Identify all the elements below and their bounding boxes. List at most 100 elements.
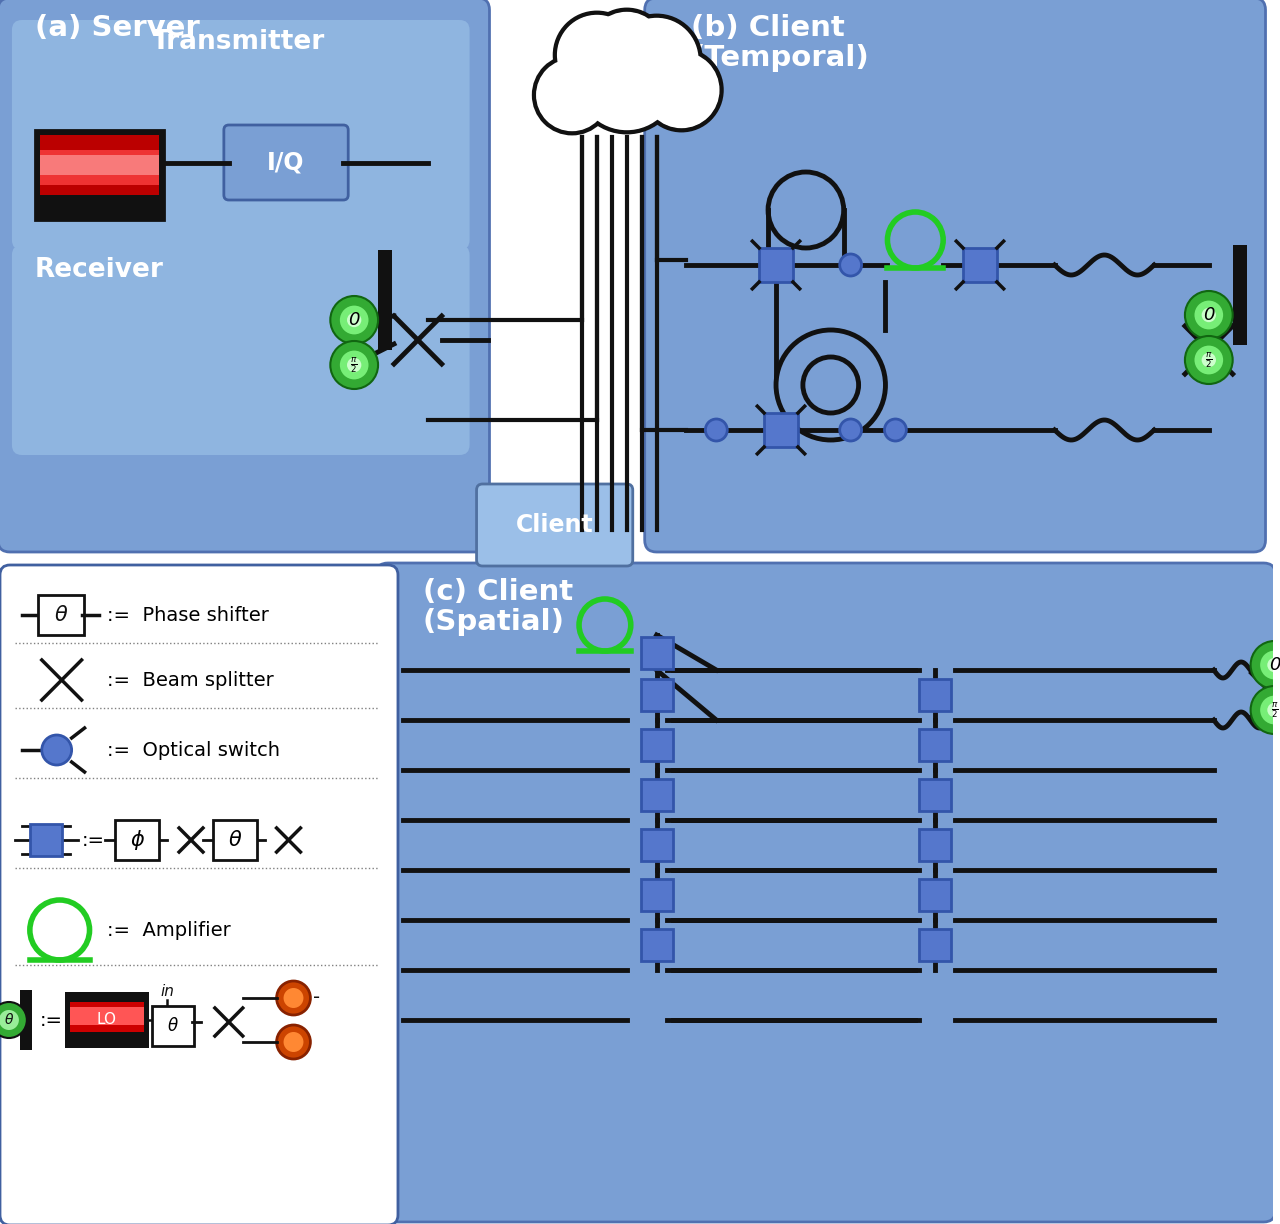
Text: $\frac{\pi}{2}$: $\frac{\pi}{2}$ [1204,350,1212,370]
Circle shape [840,419,861,441]
Bar [20,990,32,1050]
Circle shape [276,980,311,1015]
Circle shape [1260,695,1280,725]
Text: $\theta$: $\theta$ [168,1017,179,1036]
Circle shape [1267,703,1280,717]
Circle shape [1202,307,1216,322]
Circle shape [330,296,378,344]
Circle shape [347,357,361,372]
FancyBboxPatch shape [0,0,489,552]
Circle shape [330,341,378,389]
Bar [641,679,672,711]
Text: (c) Client: (c) Client [422,578,573,606]
Bar [963,248,997,282]
Circle shape [284,1032,303,1051]
Circle shape [705,419,727,441]
Bar [40,151,159,185]
Bar [29,824,61,856]
Text: (b) Client: (b) Client [691,13,845,42]
Text: -: - [312,989,320,1007]
Circle shape [1194,301,1224,329]
Text: :=: := [82,831,105,849]
Circle shape [1251,641,1280,689]
Bar [40,155,159,175]
Circle shape [641,50,722,130]
Circle shape [284,988,303,1009]
Text: 0: 0 [1203,306,1215,324]
Circle shape [614,18,699,102]
Text: (Temporal): (Temporal) [691,44,869,72]
Bar [759,248,792,282]
Bar [641,778,672,812]
Circle shape [577,29,677,130]
Text: $\theta$: $\theta$ [4,1012,14,1027]
Circle shape [0,1002,27,1038]
Circle shape [613,16,700,104]
Circle shape [1185,291,1233,339]
Circle shape [42,734,72,765]
Circle shape [340,306,369,334]
Bar [1233,245,1247,345]
Circle shape [1202,353,1216,367]
FancyBboxPatch shape [476,483,632,565]
FancyBboxPatch shape [212,820,257,860]
Bar [919,679,951,711]
Text: 0: 0 [348,311,360,329]
Circle shape [556,13,639,97]
Text: I/Q: I/Q [266,151,305,174]
Circle shape [1267,657,1280,672]
Text: Receiver: Receiver [35,257,164,283]
Bar [919,829,951,860]
Text: :=  Amplifier: := Amplifier [108,920,232,940]
Bar [378,250,392,350]
Circle shape [557,15,637,95]
Bar [641,730,672,761]
Circle shape [840,255,861,275]
FancyBboxPatch shape [0,565,398,1224]
Circle shape [1185,337,1233,384]
Circle shape [340,350,369,379]
Bar [919,929,951,961]
FancyBboxPatch shape [376,563,1275,1222]
Text: :=  Beam splitter: := Beam splitter [108,671,274,689]
FancyBboxPatch shape [115,820,159,860]
Circle shape [575,28,678,132]
Bar [919,879,951,911]
Circle shape [0,1010,19,1031]
Circle shape [1260,651,1280,679]
Text: :=: := [40,1011,63,1029]
Text: (a) Server: (a) Server [35,13,200,42]
Circle shape [1251,685,1280,734]
Circle shape [347,313,361,327]
Circle shape [534,58,609,133]
Circle shape [1194,345,1224,375]
Circle shape [884,419,906,441]
Bar [65,991,150,1048]
Bar [641,879,672,911]
Bar [69,1002,145,1032]
Text: Client: Client [516,513,594,537]
Bar [40,135,159,195]
Text: LO: LO [96,1012,116,1027]
FancyBboxPatch shape [38,595,83,635]
Bar [919,730,951,761]
Circle shape [644,51,719,129]
Bar [764,412,797,447]
FancyBboxPatch shape [152,1006,195,1047]
Text: Transmitter: Transmitter [152,29,325,55]
FancyBboxPatch shape [12,245,470,455]
Text: $\theta$: $\theta$ [54,605,68,625]
Circle shape [276,1024,311,1059]
Bar [69,1007,145,1024]
Circle shape [536,59,608,131]
Text: $\phi$: $\phi$ [129,827,145,852]
FancyBboxPatch shape [224,125,348,200]
Text: :=  Phase shifter: := Phase shifter [108,606,269,624]
Text: :=  Optical switch: := Optical switch [108,741,280,760]
Bar [641,829,672,860]
Text: $\theta$: $\theta$ [228,830,242,849]
FancyBboxPatch shape [645,0,1266,552]
Bar [35,130,164,220]
Text: in: in [160,984,174,1000]
Text: 0: 0 [1268,656,1280,674]
